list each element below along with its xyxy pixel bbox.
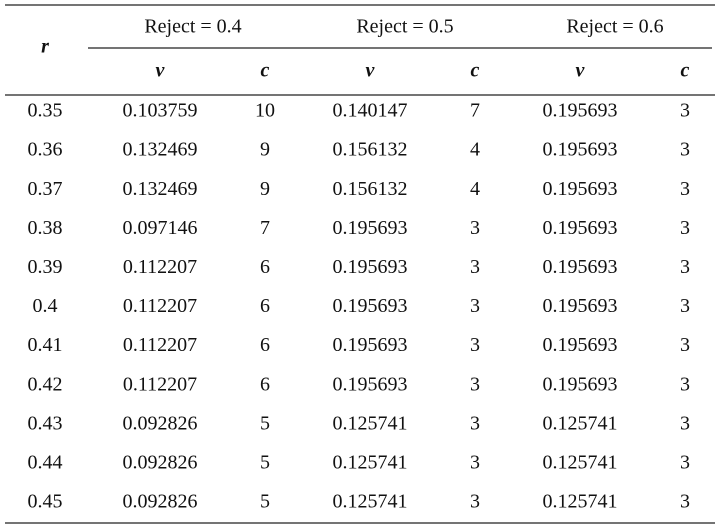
cell: 3: [680, 217, 690, 239]
row-label: 0.42: [28, 373, 63, 395]
cell: 3: [680, 491, 690, 513]
cell: 4: [470, 178, 480, 200]
column-header: v: [366, 60, 376, 82]
cell: 0.125741: [333, 412, 408, 434]
group-header: Reject = 0.5: [356, 16, 453, 38]
cell: 9: [260, 178, 270, 200]
row-label: 0.35: [28, 100, 63, 122]
cell: 0.195693: [543, 256, 618, 278]
cell: 3: [680, 139, 690, 161]
cell: 3: [470, 491, 480, 513]
cell: 7: [470, 100, 480, 122]
cell: 0.097146: [123, 217, 198, 239]
cell: 0.125741: [333, 491, 408, 513]
row-label: 0.44: [28, 451, 63, 473]
row-label: 0.36: [28, 139, 63, 161]
cell: 0.195693: [543, 178, 618, 200]
column-header: c: [261, 60, 270, 82]
column-header: v: [576, 60, 586, 82]
cell: 0.195693: [543, 295, 618, 317]
cell: 3: [470, 217, 480, 239]
cell: 0.195693: [543, 373, 618, 395]
cell: 3: [680, 178, 690, 200]
cell: 0.125741: [543, 451, 618, 473]
row-label: 0.41: [28, 334, 63, 356]
cell: 0.132469: [123, 139, 198, 161]
cell: 10: [255, 100, 275, 122]
cell: 0.125741: [543, 412, 618, 434]
cell: 0.092826: [123, 412, 198, 434]
column-header: c: [681, 60, 690, 82]
cell: 0.092826: [123, 451, 198, 473]
cell: 3: [680, 256, 690, 278]
cell: 3: [680, 334, 690, 356]
row-label-header: r: [41, 36, 49, 58]
cell: 3: [680, 100, 690, 122]
cell: 3: [470, 334, 480, 356]
cell: 0.125741: [333, 451, 408, 473]
cell: 0.195693: [333, 256, 408, 278]
cell: 6: [260, 295, 270, 317]
cell: 4: [470, 139, 480, 161]
cell: 7: [260, 217, 270, 239]
cell: 0.112207: [123, 295, 197, 317]
cell: 0.195693: [543, 334, 618, 356]
cell: 0.195693: [543, 217, 618, 239]
cell: 5: [260, 412, 270, 434]
cell: 0.195693: [333, 373, 408, 395]
row-label: 0.4: [33, 295, 58, 317]
cell: 6: [260, 256, 270, 278]
cell: 3: [680, 451, 690, 473]
cell: 0.103759: [123, 100, 198, 122]
row-label: 0.38: [28, 217, 63, 239]
cell: 9: [260, 139, 270, 161]
cell: 3: [470, 373, 480, 395]
cell: 3: [680, 295, 690, 317]
cell: 5: [260, 491, 270, 513]
cell: 0.156132: [333, 178, 408, 200]
cell: 0.112207: [123, 256, 197, 278]
row-label: 0.37: [28, 178, 63, 200]
cell: 0.092826: [123, 491, 198, 513]
cell: 0.195693: [333, 217, 408, 239]
cell: 3: [680, 373, 690, 395]
cell: 0.195693: [543, 100, 618, 122]
cell: 3: [470, 412, 480, 434]
cell: 6: [260, 334, 270, 356]
cell: 0.125741: [543, 491, 618, 513]
cell: 0.132469: [123, 178, 198, 200]
column-header: c: [471, 60, 480, 82]
cell: 3: [470, 451, 480, 473]
column-header: v: [156, 60, 166, 82]
cell: 0.140147: [333, 100, 408, 122]
cell: 0.112207: [123, 334, 197, 356]
cell: 3: [470, 295, 480, 317]
cell: 0.156132: [333, 139, 408, 161]
cell: 0.195693: [333, 295, 408, 317]
group-header: Reject = 0.4: [144, 16, 241, 38]
cell: 3: [680, 412, 690, 434]
row-label: 0.43: [28, 412, 63, 434]
cell: 0.112207: [123, 373, 197, 395]
cell: 0.195693: [543, 139, 618, 161]
cell: 3: [470, 256, 480, 278]
row-label: 0.39: [28, 256, 63, 278]
group-header: Reject = 0.6: [566, 16, 663, 38]
cell: 0.195693: [333, 334, 408, 356]
cell: 6: [260, 373, 270, 395]
cell: 5: [260, 451, 270, 473]
row-label: 0.45: [28, 491, 63, 513]
